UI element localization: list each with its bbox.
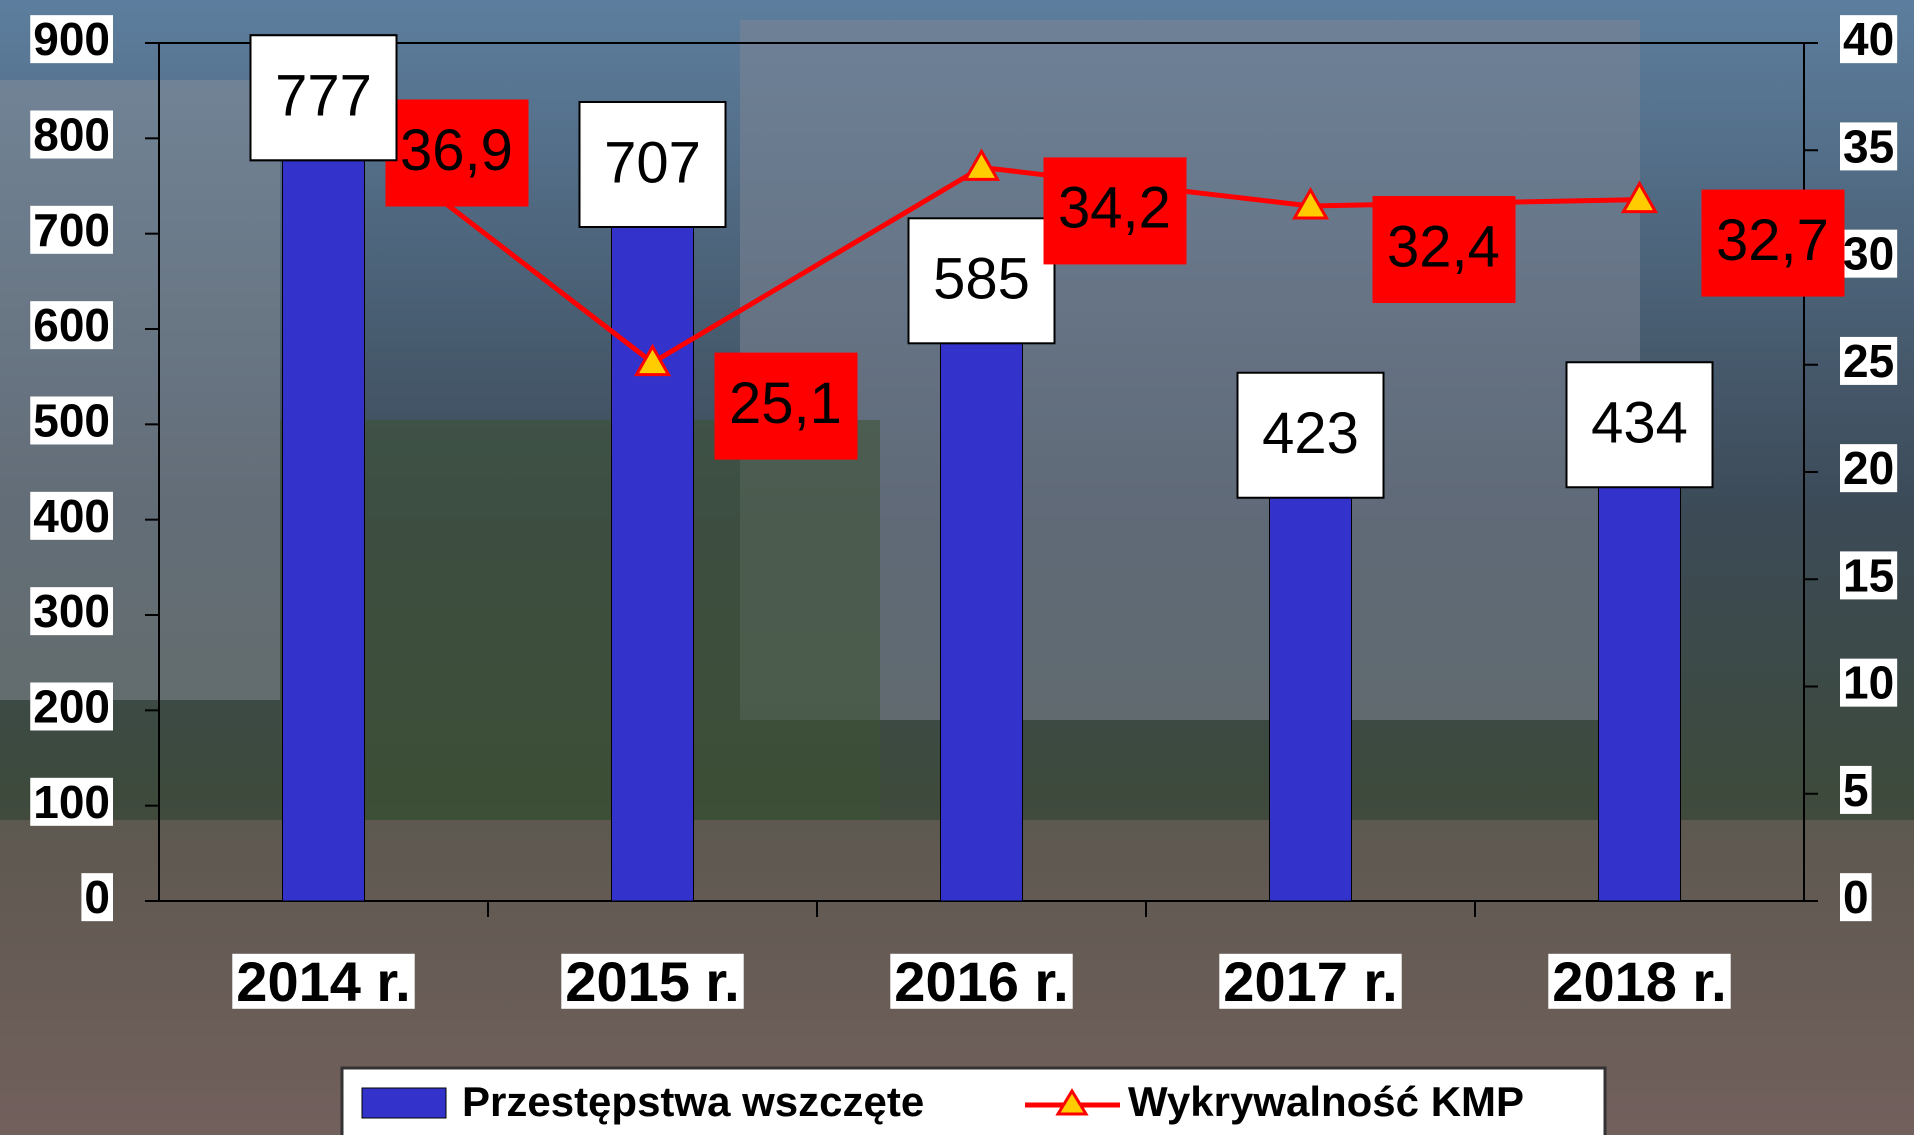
line-label-box xyxy=(714,352,858,460)
category-label-bg xyxy=(232,953,415,1009)
data-label: 707 xyxy=(604,130,701,195)
data-label: 777 xyxy=(275,64,372,129)
tick-label-bg xyxy=(30,491,113,540)
data-label: 434 xyxy=(1591,391,1688,456)
y2-tick-label: 10 xyxy=(1843,657,1894,709)
category-label-bg xyxy=(561,953,744,1009)
tick-label-bg xyxy=(1840,336,1898,385)
y2-tick-label: 0 xyxy=(1843,871,1869,923)
legend-marker xyxy=(1055,1088,1089,1116)
category-label-bg xyxy=(890,953,1073,1009)
x-tick-label: 2016 r. xyxy=(894,950,1068,1013)
y-tick-label: 900 xyxy=(33,13,110,65)
tick-label-bg xyxy=(30,396,113,445)
line-label-box xyxy=(1043,157,1187,265)
line-label: 32,7 xyxy=(1716,208,1829,273)
bar xyxy=(1598,486,1681,902)
data-label-box xyxy=(907,217,1056,345)
tick-label-bg xyxy=(30,682,113,731)
category-label-bg xyxy=(1219,953,1402,1009)
y2-tick-label: 20 xyxy=(1843,442,1894,494)
line-label: 25,1 xyxy=(729,371,842,436)
y2-tick-label: 25 xyxy=(1843,335,1894,387)
tick-label-bg xyxy=(30,110,113,159)
building xyxy=(740,20,1640,720)
line-label: 34,2 xyxy=(1058,176,1171,241)
tick-label-bg xyxy=(30,205,113,254)
data-label: 585 xyxy=(933,247,1030,312)
y2-tick-label: 15 xyxy=(1843,549,1894,601)
tick-label-bg xyxy=(1840,765,1872,814)
legend-label: Przestępstwa wszczęte xyxy=(462,1078,924,1125)
data-label-box xyxy=(578,100,727,228)
tick-label-bg xyxy=(1840,444,1898,493)
x-tick-label: 2014 r. xyxy=(236,950,410,1013)
line-label-box xyxy=(385,99,529,207)
y-tick-label: 200 xyxy=(33,680,110,732)
y-tick-label: 0 xyxy=(84,871,110,923)
tick-label-bg xyxy=(30,15,113,64)
tick-label-bg xyxy=(1840,658,1898,707)
data-label: 423 xyxy=(1262,401,1359,466)
line-label-box xyxy=(1701,189,1845,297)
y-tick-label: 700 xyxy=(33,204,110,256)
data-label-box xyxy=(249,34,398,162)
y-tick-label: 100 xyxy=(33,776,110,828)
tick-label-bg xyxy=(1840,873,1872,922)
y-tick-label: 500 xyxy=(33,394,110,446)
tick-label-bg xyxy=(1840,122,1898,171)
legend-swatch xyxy=(361,1087,447,1119)
tick-label-bg xyxy=(1840,229,1898,278)
bar xyxy=(282,159,365,902)
x-tick-label: 2015 r. xyxy=(565,950,739,1013)
line-marker xyxy=(962,148,1001,181)
legend xyxy=(340,1066,1607,1135)
y2-tick-label: 40 xyxy=(1843,13,1894,65)
y-tick-label: 300 xyxy=(33,585,110,637)
legend-label: Wykrywalność KMP xyxy=(1128,1078,1524,1125)
line-marker xyxy=(1291,186,1330,220)
y-tick-label: 800 xyxy=(33,108,110,160)
tick-label-bg xyxy=(81,873,113,922)
x-tick-label: 2018 r. xyxy=(1552,950,1726,1013)
bar xyxy=(611,226,694,902)
tick-label-bg xyxy=(30,587,113,636)
line-marker xyxy=(633,343,672,377)
bush xyxy=(280,420,880,820)
category-label-bg xyxy=(1548,953,1731,1009)
tick-label-bg xyxy=(1840,15,1898,64)
y2-tick-label: 35 xyxy=(1843,120,1894,172)
data-label-box xyxy=(1236,371,1385,499)
data-label-box xyxy=(1565,361,1714,489)
line-label: 36,9 xyxy=(400,118,513,183)
tick-label-bg xyxy=(1840,551,1898,600)
tick-label-bg xyxy=(30,777,113,826)
line-label: 32,4 xyxy=(1387,214,1500,279)
y2-tick-label: 5 xyxy=(1843,764,1869,816)
tick-label-bg xyxy=(30,301,113,350)
bar xyxy=(1269,497,1352,902)
y-tick-label: 600 xyxy=(33,299,110,351)
line-label-box xyxy=(1372,196,1516,304)
x-tick-label: 2017 r. xyxy=(1223,950,1397,1013)
y2-tick-label: 30 xyxy=(1843,228,1894,280)
y-tick-label: 400 xyxy=(33,490,110,542)
bar xyxy=(940,342,1023,902)
line-marker xyxy=(1620,180,1659,214)
